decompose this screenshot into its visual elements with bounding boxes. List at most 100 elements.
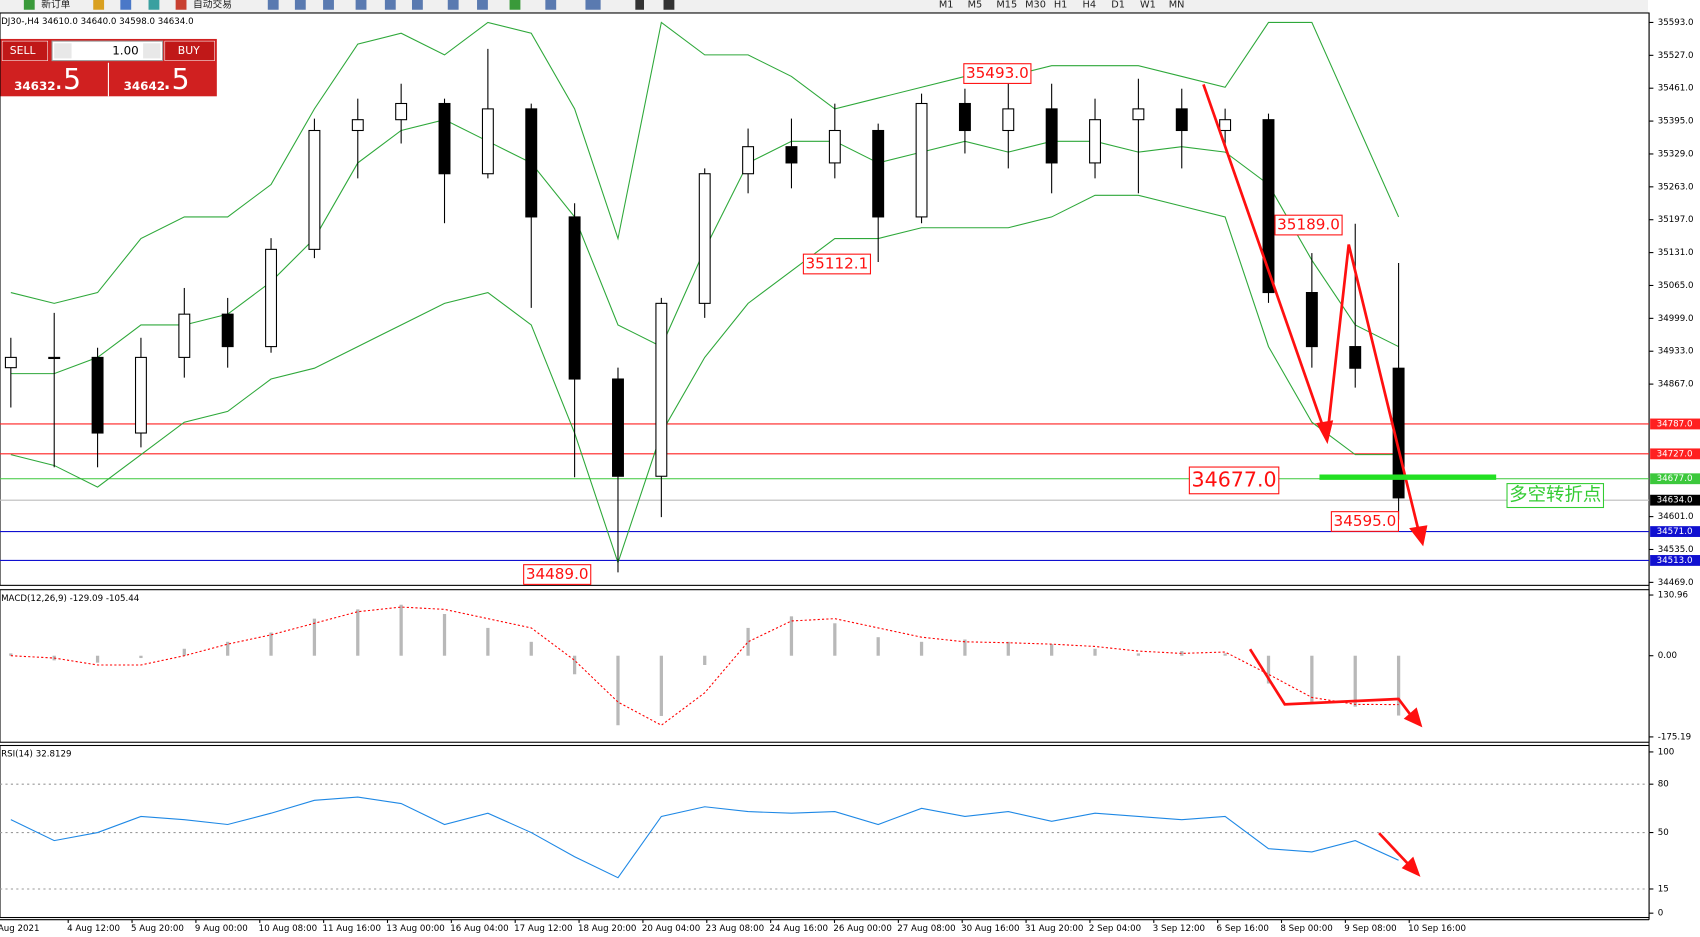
candle-body <box>1132 108 1145 121</box>
annotation-box <box>802 253 872 275</box>
histogram-bar <box>703 655 707 665</box>
y-tick-label: 34535.0 <box>1658 545 1694 555</box>
icon <box>509 0 521 10</box>
histogram-bar <box>833 623 837 656</box>
candle-body <box>395 102 408 121</box>
charts: DJ30-,H4 34610.0 34640.0 34598.0 34634.0… <box>0 12 1700 934</box>
timeframe-button[interactable]: D1 <box>1111 0 1125 10</box>
icon <box>585 0 601 10</box>
icon <box>175 0 187 10</box>
histogram-bar <box>356 609 360 656</box>
sell-price[interactable]: 34632 <box>14 79 55 93</box>
candle-body <box>655 302 668 477</box>
histogram-bar <box>312 618 317 656</box>
timeframes: M1 M5 M15 M30 H1 H4 D1 W1 MN <box>939 0 1185 10</box>
candle-body <box>612 378 624 477</box>
candle-body <box>91 356 104 434</box>
sell-price-big[interactable]: .5 <box>54 63 81 96</box>
timeframe-button[interactable]: M1 <box>939 0 954 10</box>
candle-body <box>525 108 538 218</box>
y-tick-label: 34469.0 <box>1658 578 1694 588</box>
candle-body <box>568 216 581 380</box>
toolbar-bg <box>0 0 1648 13</box>
candle-body <box>1089 119 1101 164</box>
histogram-bar <box>1353 655 1357 707</box>
y-tick-label: 35263.0 <box>1658 182 1694 192</box>
lot-input[interactable] <box>51 40 164 62</box>
y-tick-label: 35593.0 <box>1658 18 1694 28</box>
histogram-bar <box>789 616 794 656</box>
button-label[interactable]: 自动交易 <box>193 0 232 10</box>
timeframe-button[interactable]: MN <box>1169 0 1185 10</box>
candle-body <box>1045 108 1058 164</box>
histogram-bar <box>95 655 100 663</box>
candle-body <box>351 119 364 132</box>
y-tick-label: 35197.0 <box>1658 215 1694 225</box>
candle-body <box>698 173 711 304</box>
y-tick-label: 80 <box>1658 780 1669 790</box>
y-tick-label: 34867.0 <box>1658 380 1694 390</box>
buy-price-big[interactable]: .5 <box>163 63 190 96</box>
histogram-bar <box>399 604 403 656</box>
annotation-box <box>1188 466 1280 495</box>
x-tick-label: 27 Aug 08:00 <box>897 924 955 934</box>
histogram-bar <box>963 639 967 656</box>
histogram-bar <box>876 637 880 656</box>
timeframe-button[interactable]: H1 <box>1054 0 1068 10</box>
y-tick-label: 35527.0 <box>1658 51 1694 61</box>
line <box>10 606 1399 726</box>
lot-down[interactable] <box>54 43 72 59</box>
price-level-tag <box>1650 555 1700 566</box>
histogram-bar <box>486 627 490 656</box>
buy-label[interactable]: BUY <box>178 44 200 57</box>
x-tick-label: 5 Aug 20:00 <box>131 924 184 934</box>
icon <box>545 0 557 10</box>
candle-body <box>828 129 841 164</box>
timeframe-button[interactable]: W1 <box>1140 0 1156 10</box>
annotation-box <box>1330 511 1400 532</box>
y-tick-label: 34933.0 <box>1658 347 1694 357</box>
drawings <box>1202 83 1497 877</box>
price-annotation: 35189.0 <box>1277 216 1340 234</box>
histogram-bar <box>919 641 924 656</box>
icon <box>23 0 35 10</box>
histogram-bar <box>1310 655 1314 703</box>
histogram-bar <box>1136 653 1141 656</box>
annotation-box <box>1506 483 1605 509</box>
timeframe-button[interactable]: H4 <box>1083 0 1097 10</box>
line <box>10 194 1399 565</box>
candle-body <box>1175 108 1188 132</box>
lot-up[interactable] <box>143 43 161 59</box>
toolbar: 新订单 自动交易 M1 M5 M15 M30 H1 H4 D1 W1 MN <box>0 0 1648 13</box>
y-tick-label: 35131.0 <box>1658 248 1694 258</box>
button-label[interactable]: 新订单 <box>41 0 70 10</box>
indicator-title: DJ30-,H4 34610.0 34640.0 34598.0 34634.0 <box>1 17 194 27</box>
annotation-box <box>1274 214 1343 236</box>
trend-arrow <box>1325 244 1422 539</box>
y-tick-label: 35329.0 <box>1658 149 1694 159</box>
lot-value[interactable]: 1.00 <box>112 43 139 57</box>
price-annotation: 34677.0 <box>1192 467 1277 491</box>
candle-body <box>742 146 755 175</box>
buy-price[interactable]: 34642 <box>124 79 165 93</box>
candle-body <box>915 102 928 218</box>
trade-panel: SELL 1.00 BUY 34632 .5 34642 .5 <box>0 38 217 97</box>
price-level-tag <box>1650 473 1700 485</box>
sell-label[interactable]: SELL <box>10 44 36 57</box>
arrow-head <box>1401 856 1421 877</box>
price-annotation: 35112.1 <box>806 255 869 273</box>
timeframe-button[interactable]: M5 <box>968 0 983 10</box>
buy-button[interactable] <box>164 40 215 61</box>
timeframe-button[interactable]: M30 <box>1025 0 1046 10</box>
icon <box>93 0 105 10</box>
timeframe-button[interactable]: M15 <box>996 0 1017 10</box>
histogram-bar <box>529 641 533 656</box>
candle-body <box>785 146 798 164</box>
annotation-box <box>523 564 592 585</box>
icon <box>323 0 334 10</box>
candle-body <box>872 129 885 218</box>
sell-button[interactable] <box>1 40 48 61</box>
candle-body <box>1219 119 1232 132</box>
